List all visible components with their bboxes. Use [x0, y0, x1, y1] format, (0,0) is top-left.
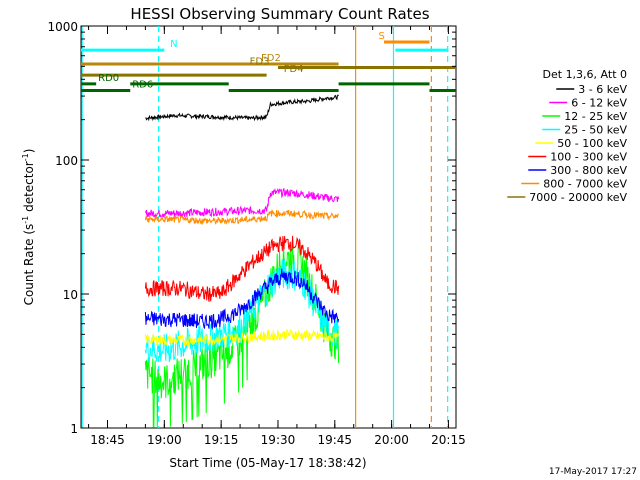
x-axis: 18:45 19:00 19:15 19:30 19:45 20:00 20:15 [88, 26, 466, 447]
timestamp: 17-May-2017 17:27 [549, 467, 637, 477]
legend-entry-5: 100 - 300 keV [550, 151, 627, 164]
chart-title: HESSI Observing Summary Count Rates [130, 5, 429, 23]
y-axis-label: Count Rate (s-1 detector-1) [21, 149, 36, 306]
x-tick-label-5: 20:00 [374, 433, 409, 447]
state-bar-label-3: FD2 [261, 53, 281, 64]
legend-entry-0: 3 - 6 keV [578, 83, 627, 96]
x-tick-label-4: 19:45 [317, 433, 352, 447]
legend-entry-8: 7000 - 20000 keV [529, 191, 627, 204]
state-bar-label-0: N [170, 39, 177, 50]
x-tick-label-1: 19:00 [147, 433, 182, 447]
y-tick-label-2: 100 [55, 154, 78, 168]
state-bar-label-7: RD6 [132, 80, 153, 91]
legend-header: Det 1,3,6, Att 0 [543, 68, 627, 81]
legend-entry-1: 6 - 12 keV [571, 97, 627, 110]
legend-entry-4: 50 - 100 keV [557, 137, 627, 150]
x-tick-label-0: 18:45 [90, 433, 125, 447]
plot-frame [80, 25, 457, 429]
series-line-6 [144, 268, 340, 330]
y-tick-label-1: 10 [63, 288, 78, 302]
data-series [144, 94, 340, 428]
y-tick-label-0: 1 [70, 422, 78, 436]
x-tick-label-2: 19:15 [204, 433, 239, 447]
series-line-5 [144, 235, 340, 302]
x-axis-label: Start Time (05-May-17 18:38:42) [169, 456, 366, 470]
state-bar-label-6: RD0 [98, 73, 119, 84]
series-line-7 [144, 208, 340, 226]
legend-entry-3: 25 - 50 keV [564, 124, 627, 137]
series-line-0 [145, 94, 339, 122]
x-tick-label-3: 19:30 [261, 433, 296, 447]
x-tick-label-6: 20:15 [431, 433, 466, 447]
y-axis: 1 10 100 1000 [47, 20, 456, 436]
series-line-4 [144, 328, 339, 348]
legend-entry-6: 300 - 800 keV [550, 164, 627, 177]
series-line-1 [144, 187, 340, 219]
state-bar-label-1: S [378, 31, 384, 42]
state-bar-label-4: FD3 [250, 57, 270, 68]
legend-entry-2: 12 - 25 keV [564, 110, 627, 123]
legend-entry-7: 800 - 7000 keV [543, 178, 627, 191]
y-tick-label-3: 1000 [47, 20, 78, 34]
state-bar-label-5: FD4 [284, 64, 304, 75]
vertical-markers [81, 26, 449, 428]
